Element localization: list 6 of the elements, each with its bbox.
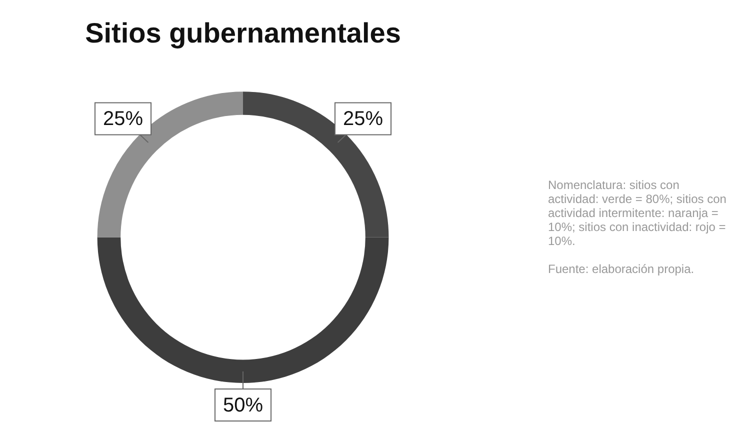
- data-label: 50%: [222, 394, 264, 417]
- text: Nomenclatura: sitios con actividad: verde = 80%; sitios con actividad intermitente: naranja = 10%; sitios con inactividad: rojo = 10%.: [548, 178, 728, 248]
- chart-title: Sitios gubernamentales: [85, 18, 401, 49]
- data-label: 25%: [342, 108, 384, 130]
- data-label: 25%: [102, 108, 144, 130]
- source-note: Fuente: elaboración propia.: [548, 262, 696, 276]
